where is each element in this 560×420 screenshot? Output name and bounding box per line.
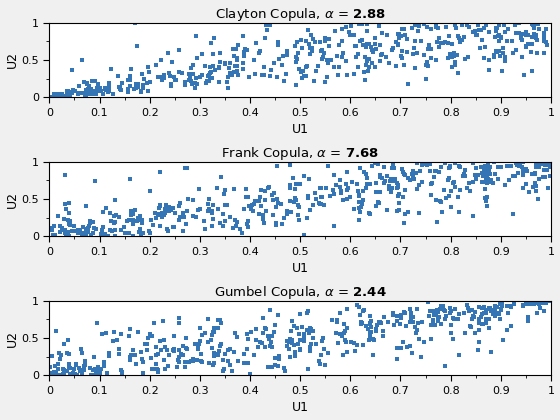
Y-axis label: U2: U2 bbox=[6, 191, 18, 207]
Title: Clayton Copula, $\mathit{\alpha}$ = $\mathbf{2.88}$: Clayton Copula, $\mathit{\alpha}$ = $\ma… bbox=[214, 5, 386, 23]
X-axis label: U1: U1 bbox=[292, 402, 309, 415]
X-axis label: U1: U1 bbox=[292, 262, 309, 276]
Title: Gumbel Copula, $\mathit{\alpha}$ = $\mathbf{2.44}$: Gumbel Copula, $\mathit{\alpha}$ = $\mat… bbox=[214, 284, 386, 301]
X-axis label: U1: U1 bbox=[292, 123, 309, 136]
Y-axis label: U2: U2 bbox=[6, 330, 18, 346]
Title: Frank Copula, $\mathit{\alpha}$ = $\mathbf{7.68}$: Frank Copula, $\mathit{\alpha}$ = $\math… bbox=[221, 144, 379, 162]
Y-axis label: U2: U2 bbox=[6, 51, 18, 68]
